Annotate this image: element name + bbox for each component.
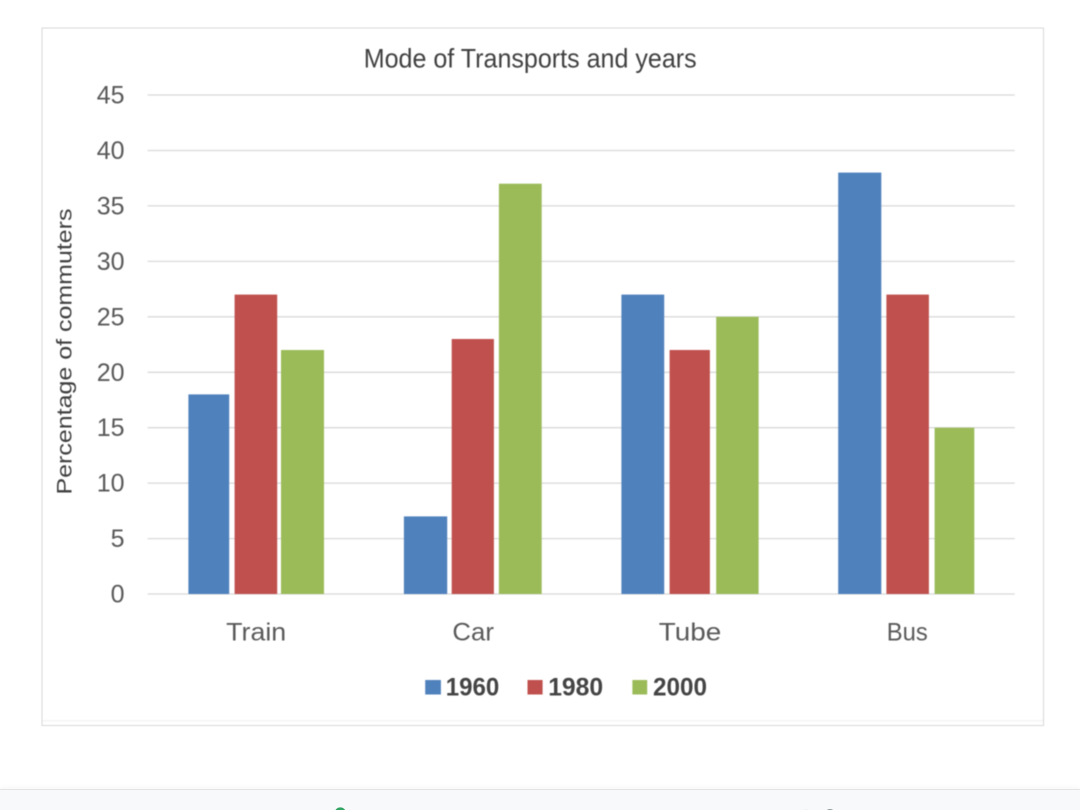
- svg-text:1980: 1980: [548, 674, 603, 702]
- svg-text:35: 35: [97, 192, 125, 220]
- svg-text:10: 10: [97, 470, 125, 498]
- svg-text:2000: 2000: [653, 674, 707, 702]
- svg-text:40: 40: [97, 137, 125, 165]
- svg-text:30: 30: [97, 248, 125, 276]
- svg-text:15: 15: [97, 414, 125, 442]
- svg-text:0: 0: [111, 581, 125, 609]
- svg-text:Mode of Transports and years: Mode of Transports and years: [364, 44, 697, 74]
- svg-text:5: 5: [111, 525, 125, 553]
- svg-text:1960: 1960: [446, 674, 500, 702]
- svg-text:Percentage of commuters: Percentage of commuters: [54, 209, 77, 495]
- svg-text:Tube: Tube: [659, 619, 722, 647]
- svg-text:Bus: Bus: [887, 619, 928, 647]
- svg-text:Car: Car: [452, 619, 494, 647]
- svg-text:Train: Train: [226, 619, 286, 647]
- svg-text:25: 25: [97, 303, 125, 331]
- svg-text:20: 20: [97, 359, 125, 387]
- svg-text:45: 45: [97, 82, 125, 110]
